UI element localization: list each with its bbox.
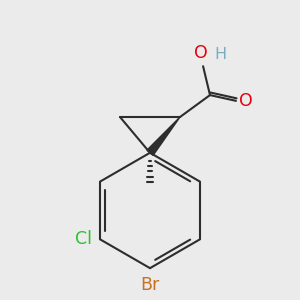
Text: Cl: Cl bbox=[75, 230, 92, 248]
Text: Br: Br bbox=[140, 276, 160, 294]
Text: O: O bbox=[239, 92, 253, 110]
Text: H: H bbox=[214, 47, 226, 62]
Text: O: O bbox=[194, 44, 208, 62]
Polygon shape bbox=[147, 117, 180, 155]
